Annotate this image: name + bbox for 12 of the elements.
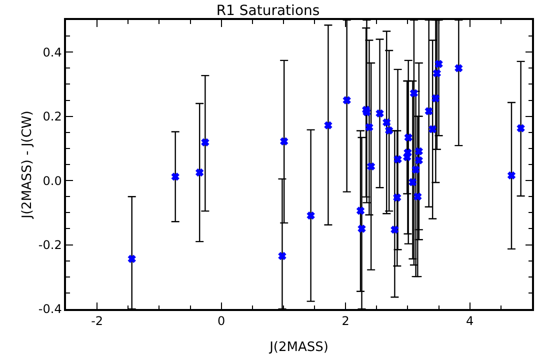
x-tick-label: 0 bbox=[218, 314, 226, 328]
y-tick-label: -0.2 bbox=[38, 238, 62, 252]
x-tick-label: -2 bbox=[91, 314, 104, 328]
y-tick-label: -0.4 bbox=[38, 302, 62, 316]
y-tick-label: 0.2 bbox=[42, 110, 62, 124]
x-axis-title: J(2MASS) bbox=[268, 340, 328, 355]
x-tick-label: 4 bbox=[466, 314, 474, 328]
y-tick-label: 0.4 bbox=[42, 45, 62, 60]
chart-title: R1 Saturations bbox=[216, 3, 320, 20]
y-tick-label: 0.0 bbox=[42, 174, 62, 188]
y-axis-title: J(2MASS) - J(CW) bbox=[20, 110, 35, 220]
x-tick-label: 2 bbox=[342, 314, 350, 328]
